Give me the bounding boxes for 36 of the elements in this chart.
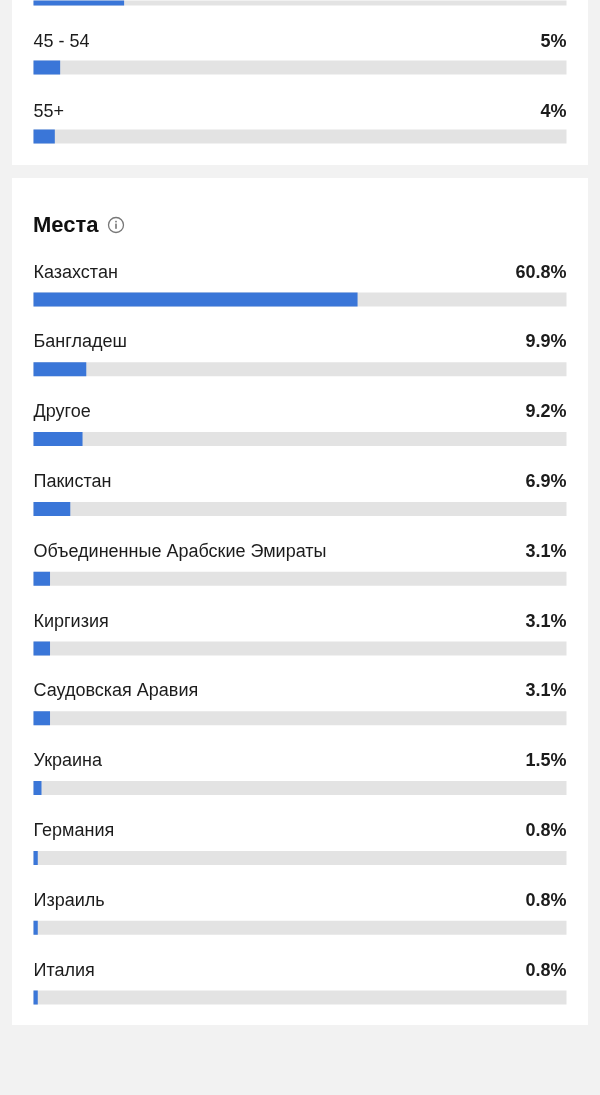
bar: [33, 501, 71, 516]
data-label: 0.8%: [525, 889, 567, 910]
category-label: Казахстан: [33, 261, 118, 282]
category-label: Германия: [33, 819, 115, 840]
category-label: 55+: [33, 101, 65, 121]
category-label: Саудовская Аравия: [33, 680, 199, 701]
data-label: 9.2%: [525, 401, 567, 422]
bar: [33, 850, 38, 865]
bar: [33, 641, 51, 656]
bar: [33, 920, 38, 935]
category-label: Украина: [33, 750, 103, 771]
bar: [33, 362, 87, 377]
category-label: Бангладеш: [33, 331, 127, 352]
category-label: Киргизия: [33, 610, 109, 631]
category-label: 45 - 54: [33, 30, 90, 51]
data-label: 6.9%: [525, 470, 567, 491]
bar: [33, 990, 38, 1005]
bar: [33, 711, 51, 726]
data-label: 0.8%: [525, 959, 567, 980]
data-label: 0.8%: [525, 819, 567, 840]
bar: [33, 571, 51, 586]
data-label: 3.1%: [525, 610, 567, 631]
data-label: 3.1%: [525, 540, 567, 561]
bar: [33, 432, 83, 447]
chart-title: Места: [33, 211, 100, 239]
data-label: 5%: [540, 30, 567, 51]
data-label: 4%: [540, 100, 567, 121]
data-label: 60.8%: [515, 261, 567, 282]
category-label: Израиль: [33, 889, 105, 910]
data-label: 3.1%: [525, 680, 567, 701]
category-label: Пакистан: [33, 470, 112, 491]
category-label: Другое: [33, 401, 91, 422]
data-label: 1.5%: [525, 750, 567, 771]
data-label: 9.9%: [525, 331, 567, 352]
category-label: Объединенные Арабские Эмираты: [33, 540, 327, 561]
category-label: Италия: [33, 959, 95, 980]
